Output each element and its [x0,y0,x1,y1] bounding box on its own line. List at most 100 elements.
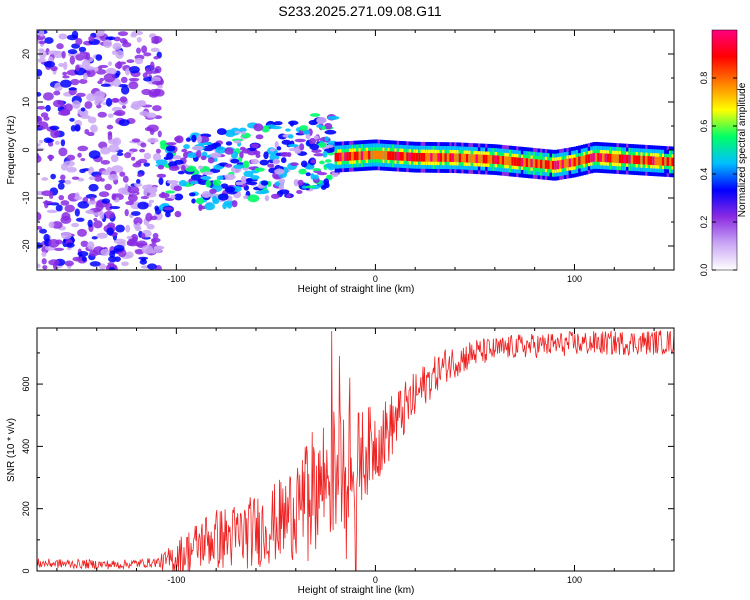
heatmap-cell [403,152,407,161]
heatmap-cell [58,179,67,184]
heatmap-cell [334,152,338,162]
heatmap-cell [58,62,65,67]
heatmap-cell [285,128,291,132]
colorbar-tick-label: 0.0 [699,264,709,277]
heatmap-cell [46,209,58,214]
heatmap-cell [554,160,558,170]
heatmap-cell [93,220,103,229]
heatmap-cell [201,171,214,176]
heatmap-cell [224,129,236,138]
heatmap-cell [124,209,129,217]
heatmap-cell [136,222,141,230]
heatmap-cell [74,124,81,132]
heatmap-cell [126,239,136,246]
heatmap-cell [88,183,99,192]
heatmap-cell [501,156,505,165]
heatmap-cell [384,151,388,160]
heatmap-cell [245,178,253,183]
heatmap-cell [80,240,89,248]
heatmap-cell [108,138,119,145]
heatmap-cell [44,37,54,44]
heatmap-cell [267,180,272,188]
heatmap-cell [71,176,80,180]
heatmap-cell [145,212,153,222]
heatmap-cell [100,146,111,155]
heatmap-cell [216,175,224,181]
heatmap-cell [216,128,227,136]
heatmap-cell [626,154,630,164]
heatmap-cell [316,124,323,128]
spectrogram-y-tick-label: -20 [21,239,31,252]
heatmap-cell [60,174,66,181]
heatmap-cell [344,152,348,161]
heatmap-cell [82,60,91,68]
heatmap-cell [633,155,637,164]
heatmap-cell [375,150,379,160]
heatmap-cell [247,194,260,203]
heatmap-cell [151,40,160,44]
heatmap-cell [156,173,167,178]
heatmap-cell [290,162,299,167]
chart-title: S233.2025.271.09.08.G11 [278,3,441,19]
heatmap-cell [94,90,106,100]
heatmap-cell [609,153,613,163]
heatmap-cell [153,56,160,60]
heatmap-cell [434,153,438,162]
spectrogram-y-tick-label: 10 [21,97,31,107]
heatmap-cell [148,89,161,97]
heatmap-cell [145,112,157,119]
heatmap-cell [136,36,142,43]
heatmap-cell [46,138,55,143]
heatmap-cell [37,57,46,64]
heatmap-cell [551,160,555,170]
spectrogram-y-tick-label: 0 [21,147,31,152]
heatmap-cell [363,151,367,160]
heatmap-cell [41,251,47,257]
heatmap-cell [82,72,88,81]
heatmap-cell [154,205,159,211]
heatmap-cell [38,139,44,144]
heatmap-cell [188,192,196,197]
heatmap-cell [664,157,668,166]
heatmap-cell [559,160,563,169]
heatmap-cell [77,201,90,209]
heatmap-cell [293,179,299,187]
heatmap-cell [320,185,327,190]
heatmap-cell [143,152,152,160]
heatmap-cell [128,81,139,90]
heatmap-cell [654,156,658,166]
heatmap-cell [346,152,350,161]
heatmap-cell [134,57,144,65]
heatmap-cell [623,154,627,164]
heatmap-cell [174,135,184,144]
heatmap-cell [528,158,532,168]
heatmap-cell [389,151,393,161]
heatmap-cell [56,43,64,50]
heatmap-cell [202,145,214,152]
heatmap-cell [42,265,48,270]
heatmap-cell [198,165,204,170]
heatmap-cell [157,130,162,138]
heatmap-cell [316,116,327,124]
heatmap-cell [444,153,448,162]
heatmap-cell [449,153,453,162]
heatmap-cell [103,210,115,219]
heatmap-cell [106,124,114,130]
heatmap-cell [162,207,174,211]
heatmap-cell [195,197,205,205]
heatmap-cell [585,154,589,164]
heatmap-cell [652,156,656,166]
heatmap-cell [47,50,60,55]
heatmap-cell [105,67,117,76]
heatmap-cell [294,138,306,143]
heatmap-cell [250,175,260,180]
heatmap-cell [659,156,663,166]
heatmap-cell [87,219,93,228]
heatmap-cell [58,147,68,157]
heatmap-cell [298,168,307,175]
heatmap-cell [185,137,191,142]
heatmap-cell [111,50,117,55]
heatmap-cell [511,156,515,166]
heatmap-cell [41,177,49,181]
heatmap-cell [281,139,292,145]
